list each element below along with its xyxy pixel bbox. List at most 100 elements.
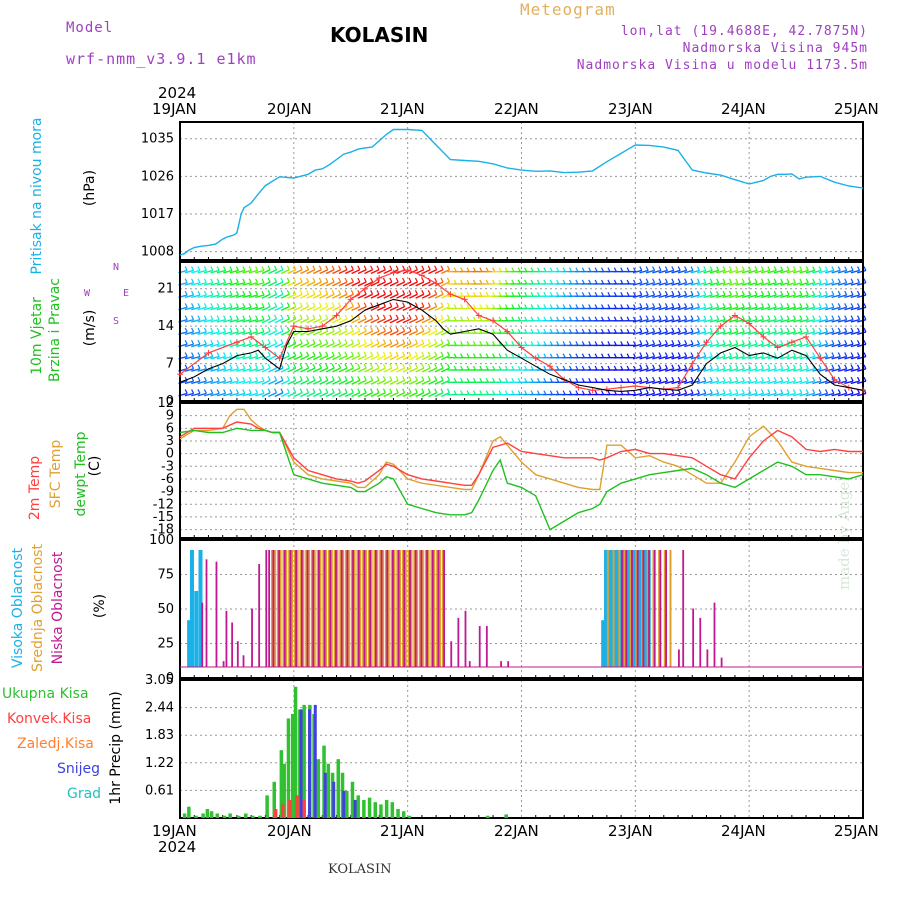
wind-barb-feather	[261, 389, 265, 394]
temp-ytick-label: 12	[157, 396, 174, 411]
low-cloud-bar	[478, 626, 481, 667]
wind-barb-feather	[299, 314, 303, 320]
wind-barb	[748, 306, 758, 311]
wind-barb-feather	[402, 302, 406, 307]
total-rain-bar	[407, 815, 412, 818]
precip-frame	[179, 679, 864, 819]
wind-barb	[235, 282, 246, 286]
wind-barb	[434, 367, 444, 373]
wind-barb-feather	[376, 339, 380, 344]
wind-barb	[242, 282, 252, 286]
wind-barb	[741, 294, 751, 299]
wind-barb	[312, 392, 322, 398]
low-cloud-bar	[289, 550, 292, 667]
wind-barb	[351, 330, 361, 336]
total-rain-bar	[251, 815, 255, 818]
wind-barb	[421, 355, 431, 361]
wind-barb	[767, 392, 777, 397]
wind-barb	[210, 306, 220, 311]
total-rain-bar	[367, 797, 372, 818]
wind-barb	[332, 281, 341, 287]
wind-barb-feather	[280, 326, 284, 332]
wind-barb-feather	[286, 265, 290, 270]
wind-barb	[837, 306, 847, 311]
wind-barb-feather	[274, 277, 278, 283]
wind-barb-feather	[684, 352, 688, 357]
wind-barb-feather	[370, 388, 374, 393]
high-cloud-bar	[621, 550, 626, 667]
wind-barb-feather	[191, 266, 195, 271]
wind-barb-feather	[402, 265, 406, 270]
wind-barb	[255, 343, 265, 348]
wind-barb	[799, 380, 809, 385]
wind-barb-feather	[716, 303, 720, 308]
wind-barb-feather	[223, 290, 227, 296]
wind-barb-feather	[703, 315, 707, 320]
wind-barb-feather	[197, 315, 201, 320]
wind-barb	[421, 367, 431, 373]
wind-barb	[793, 380, 803, 385]
wind-barb-feather	[382, 351, 386, 357]
wind-barb	[780, 355, 790, 360]
wind-barb	[690, 306, 700, 311]
wind-barb-feather	[863, 303, 867, 308]
wind-barb-feather	[850, 303, 854, 308]
wind-barb-feather	[722, 290, 726, 296]
wind-barb	[287, 305, 297, 312]
wind-barb-feather	[389, 326, 393, 332]
wind-barb	[818, 331, 828, 335]
wind-barb	[805, 282, 815, 286]
wind-barb-feather	[382, 376, 386, 381]
wind-barb-feather	[658, 303, 662, 308]
wind-barb	[268, 330, 277, 336]
wind-barb	[191, 294, 201, 299]
wind-barb-feather	[248, 266, 252, 271]
wind-barb	[664, 355, 675, 360]
wind-barb	[248, 331, 258, 335]
cloud-ytick-label: 25	[157, 637, 174, 652]
wind-barb	[268, 293, 277, 299]
wind-barb-feather	[709, 303, 713, 308]
wind-barb-feather	[844, 389, 848, 394]
wind-barb	[440, 367, 450, 373]
wind-barb-feather	[690, 290, 694, 296]
wind-barb-feather	[652, 278, 656, 284]
mid-cloud-bar	[629, 550, 632, 667]
gust-marker	[418, 272, 425, 279]
wind-barb-feather	[696, 303, 700, 308]
wind-barb	[684, 282, 694, 286]
wind-barb-feather	[325, 277, 329, 283]
wind-barb-feather	[306, 363, 310, 369]
wind-barb	[767, 343, 777, 348]
wind-barb	[351, 318, 361, 324]
wind-barb	[703, 343, 713, 348]
wind-barb	[434, 293, 444, 299]
wind-barb	[184, 392, 194, 397]
wind-barb	[235, 331, 246, 335]
wind-barb	[364, 330, 373, 336]
wind-barb	[242, 355, 252, 360]
wind-barb	[780, 331, 790, 335]
wind-barb	[338, 269, 348, 275]
date-label-top-1: 20JAN	[267, 100, 312, 118]
total-rain-bar	[373, 802, 378, 818]
wind-barb-feather	[709, 339, 713, 345]
wind-barb-feather	[735, 327, 739, 333]
wind-barb-feather	[696, 327, 700, 333]
wind-barb-feather	[792, 303, 797, 308]
wind-barb-feather	[210, 376, 214, 382]
wind-barb	[268, 318, 277, 324]
wind-barb-feather	[242, 327, 246, 333]
wind-barb-feather	[786, 266, 790, 271]
wind-barb	[248, 343, 258, 348]
wind-barb-feather	[261, 376, 265, 382]
wind-barb	[210, 318, 220, 323]
wind-barb-feather	[780, 290, 784, 296]
wind-barb-feather	[267, 339, 271, 344]
wind-barb-feather	[286, 376, 290, 381]
wind-barb	[728, 318, 739, 323]
wind-barb	[319, 293, 329, 299]
wind-barb-feather	[786, 376, 790, 382]
wind-barb	[735, 368, 745, 372]
wind-barb	[805, 392, 815, 397]
